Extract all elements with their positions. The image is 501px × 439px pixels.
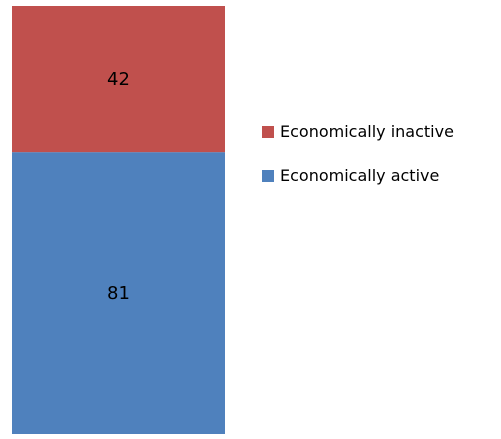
bar-segments <box>12 6 225 434</box>
bar-segment-economically-inactive <box>12 6 225 153</box>
data-label-economically-active: 81 <box>107 283 130 304</box>
legend-label-economically-active: Economically active <box>280 166 439 185</box>
bar-segment-economically-active <box>12 152 225 434</box>
data-labels: 81 42 <box>107 69 130 304</box>
legend-item-economically-active: Economically active <box>262 166 439 185</box>
legend-swatch-economically-inactive <box>262 126 274 138</box>
legend-swatch-economically-active <box>262 170 274 182</box>
legend-label-economically-inactive: Economically inactive <box>280 122 454 141</box>
data-label-economically-inactive: 42 <box>107 69 130 90</box>
legend-item-economically-inactive: Economically inactive <box>262 122 454 141</box>
legend: Economically inactive Economically active <box>262 122 454 185</box>
